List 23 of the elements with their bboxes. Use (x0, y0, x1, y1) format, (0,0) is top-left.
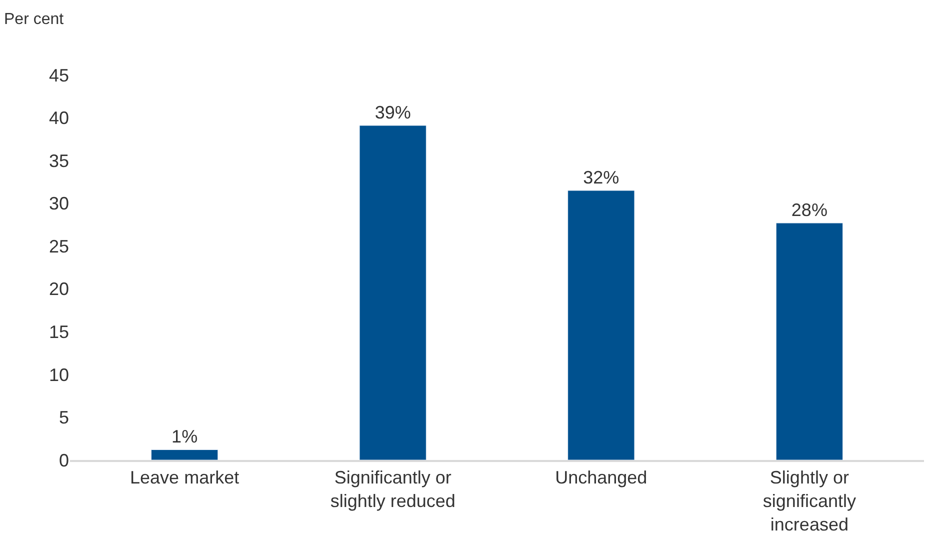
y-tick-label: 30 (48, 194, 69, 214)
y-tick-label: 20 (48, 279, 69, 300)
y-tick-label: 10 (48, 364, 69, 385)
data-label: 39% (374, 102, 411, 122)
y-tick-label: 40 (48, 108, 69, 128)
bar (776, 222, 844, 460)
y-tick-label: 15 (48, 322, 69, 342)
data-label: 1% (172, 426, 198, 447)
bar (359, 125, 426, 460)
x-tick-label: Unchanged (555, 468, 648, 488)
y-axis-title: Per cent (4, 11, 64, 28)
x-tick-label: Leave market (130, 468, 240, 488)
y-tick-label: 45 (48, 65, 69, 86)
y-tick-label: 25 (48, 236, 69, 256)
x-tick-label: Slightly or significantly increased (762, 468, 856, 534)
x-tick-label: Significantly or slightly reduced (330, 468, 456, 511)
y-tick-label: 0 (58, 450, 69, 470)
bar (568, 190, 635, 460)
data-label: 32% (583, 168, 620, 188)
bar (150, 449, 218, 460)
y-tick-label: 5 (58, 408, 69, 428)
data-label: 28% (791, 200, 828, 220)
y-tick-label: 35 (48, 150, 69, 171)
